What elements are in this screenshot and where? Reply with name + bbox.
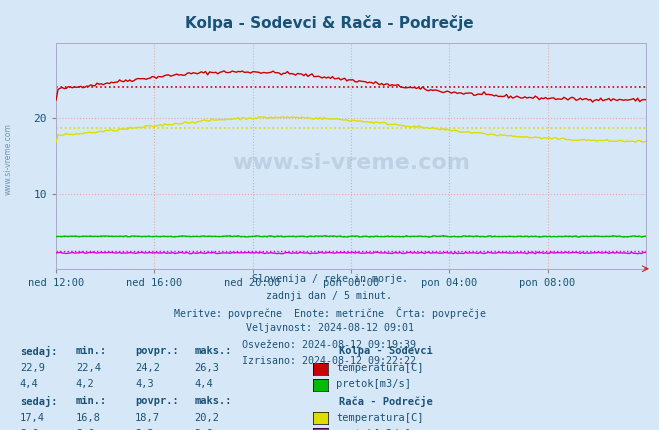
Text: 24,2: 24,2 bbox=[135, 363, 160, 373]
Text: 4,4: 4,4 bbox=[20, 379, 38, 389]
Text: min.:: min.: bbox=[76, 396, 107, 406]
Text: 2,6: 2,6 bbox=[194, 429, 213, 430]
Text: min.:: min.: bbox=[76, 346, 107, 356]
Text: maks.:: maks.: bbox=[194, 396, 232, 406]
Text: 22,9: 22,9 bbox=[20, 363, 45, 373]
Text: 22,4: 22,4 bbox=[76, 363, 101, 373]
Text: 16,8: 16,8 bbox=[76, 413, 101, 423]
Text: www.si-vreme.com: www.si-vreme.com bbox=[4, 123, 13, 195]
Text: sedaj:: sedaj: bbox=[20, 346, 57, 357]
Text: 4,3: 4,3 bbox=[135, 379, 154, 389]
Text: Osveženo: 2024-08-12 09:19:39: Osveženo: 2024-08-12 09:19:39 bbox=[243, 340, 416, 350]
Text: Rača - Podrečje: Rača - Podrečje bbox=[339, 396, 433, 408]
Text: temperatura[C]: temperatura[C] bbox=[336, 413, 424, 423]
Text: Izrisano: 2024-08-12 09:22:22: Izrisano: 2024-08-12 09:22:22 bbox=[243, 356, 416, 366]
Text: Meritve: povprečne  Enote: metrične  Črta: povprečje: Meritve: povprečne Enote: metrične Črta:… bbox=[173, 307, 486, 319]
Text: 20,2: 20,2 bbox=[194, 413, 219, 423]
Text: Veljavnost: 2024-08-12 09:01: Veljavnost: 2024-08-12 09:01 bbox=[246, 323, 413, 333]
Text: 2,0: 2,0 bbox=[76, 429, 94, 430]
Text: temperatura[C]: temperatura[C] bbox=[336, 363, 424, 373]
Text: povpr.:: povpr.: bbox=[135, 346, 179, 356]
Text: 2,3: 2,3 bbox=[135, 429, 154, 430]
Text: 17,4: 17,4 bbox=[20, 413, 45, 423]
Text: pretok[m3/s]: pretok[m3/s] bbox=[336, 379, 411, 389]
Text: povpr.:: povpr.: bbox=[135, 396, 179, 406]
Text: Kolpa - Sodevci: Kolpa - Sodevci bbox=[339, 346, 433, 356]
Text: 26,3: 26,3 bbox=[194, 363, 219, 373]
Text: 4,2: 4,2 bbox=[76, 379, 94, 389]
Text: Slovenija / reke in morje.: Slovenija / reke in morje. bbox=[252, 274, 407, 284]
Text: 2,0: 2,0 bbox=[20, 429, 38, 430]
Text: maks.:: maks.: bbox=[194, 346, 232, 356]
Text: 4,4: 4,4 bbox=[194, 379, 213, 389]
Text: pretok[m3/s]: pretok[m3/s] bbox=[336, 429, 411, 430]
Text: zadnji dan / 5 minut.: zadnji dan / 5 minut. bbox=[266, 291, 393, 301]
Text: sedaj:: sedaj: bbox=[20, 396, 57, 408]
Text: www.si-vreme.com: www.si-vreme.com bbox=[232, 153, 470, 173]
Text: 18,7: 18,7 bbox=[135, 413, 160, 423]
Text: Kolpa - Sodevci & Rača - Podrečje: Kolpa - Sodevci & Rača - Podrečje bbox=[185, 15, 474, 31]
